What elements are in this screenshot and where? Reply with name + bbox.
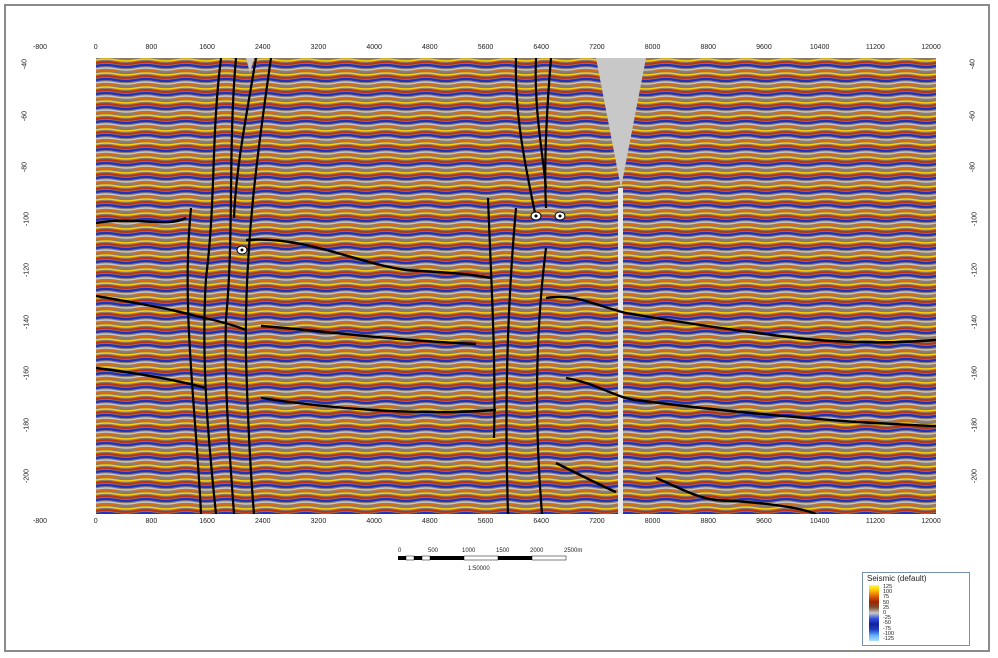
tick-label: 12000	[921, 44, 941, 51]
tick-label: 2400	[254, 518, 271, 525]
scale-label: 500	[428, 548, 439, 554]
tick-label: 9600	[756, 44, 772, 51]
tick-label: 8000	[644, 518, 661, 525]
legend-label: -100	[883, 630, 895, 637]
well-marker-icon[interactable]	[530, 211, 542, 221]
tick-label: 11200	[865, 44, 885, 51]
tick-label: 2400	[254, 44, 271, 51]
legend-label: -75	[883, 625, 891, 632]
scale-bar-graphic	[398, 555, 567, 561]
tick-label: -120	[971, 262, 979, 278]
legend-title: Seismic (default)	[867, 574, 927, 583]
tick-label: 5600	[477, 44, 494, 51]
tick-label: -60	[21, 110, 29, 121]
legend-label: 0	[883, 610, 887, 616]
tick-label: 6400	[533, 518, 549, 525]
tick-label: -100	[971, 211, 979, 226]
tick-label: 8800	[700, 44, 717, 51]
tick-label: -40	[21, 58, 29, 70]
tick-label: 11200	[865, 518, 885, 525]
tick-label: -80	[969, 161, 977, 173]
legend-label: -125	[883, 636, 895, 642]
tick-label: 3200	[310, 44, 327, 51]
scale-bar: 0 500 1000 1500 2000 2500m 1:50000	[398, 548, 582, 578]
tick-label: 12000	[921, 518, 941, 525]
scale-label: 2500m	[564, 548, 583, 554]
seismic-background	[96, 58, 936, 514]
tick-label: 10400	[809, 44, 830, 51]
tick-label: 1600	[199, 44, 215, 51]
well-marker-icon[interactable]	[236, 245, 248, 255]
data-gap-wedge	[596, 58, 646, 188]
tick-label: -60	[969, 110, 977, 121]
legend-label: 75	[883, 594, 890, 601]
legend-label: -50	[883, 620, 891, 627]
tick-label: -200	[971, 468, 979, 484]
tick-label: 3200	[310, 518, 327, 525]
tick-label: 800	[145, 44, 158, 51]
scale-label: 0	[398, 548, 402, 554]
color-legend: Seismic (default) 125 100 75 50 25 0 -25 -50 -75…	[862, 572, 970, 646]
legend-label: 25	[883, 604, 890, 611]
tick-label: 9600	[756, 518, 772, 525]
tick-label: 4800	[422, 44, 438, 51]
data-gap-small	[246, 58, 254, 73]
tick-label: 10400	[809, 518, 830, 525]
data-gap-line	[618, 188, 623, 514]
tick-label: -100	[23, 211, 31, 226]
tick-label: 5600	[477, 518, 494, 525]
tick-label: 6400	[533, 44, 549, 51]
tick-label: 4000	[366, 518, 382, 525]
legend-label: 50	[883, 599, 890, 606]
tick-label: -80	[21, 161, 29, 173]
legend-label: -25	[883, 615, 891, 622]
tick-label: -180	[23, 417, 31, 432]
seismic-section[interactable]	[96, 58, 936, 514]
horizon-lines	[96, 216, 936, 514]
tick-label: -140	[971, 314, 979, 329]
tick-label: -160	[23, 365, 31, 381]
scale-label: 2000	[530, 548, 544, 554]
tick-label: 800	[145, 518, 158, 525]
legend-label: 100	[883, 589, 893, 596]
tick-label: 4000	[366, 44, 382, 51]
tick-label: -140	[23, 314, 31, 329]
well-marker-icon[interactable]	[554, 211, 566, 221]
legend-color-bar	[869, 585, 879, 641]
tick-label: -800	[32, 518, 48, 525]
tick-label: 8800	[700, 518, 717, 525]
tick-label: -160	[971, 365, 979, 381]
tick-label: -40	[969, 58, 977, 70]
tick-label: -200	[23, 468, 31, 484]
tick-label: 7200	[589, 44, 605, 51]
tick-label: 0	[93, 44, 98, 51]
scale-label: 1500	[496, 548, 510, 554]
scale-ratio: 1:50000	[468, 566, 490, 572]
fault-lines	[186, 58, 553, 514]
tick-label: 1600	[199, 518, 215, 525]
tick-label: 7200	[589, 518, 605, 525]
scale-label: 1000	[462, 548, 476, 554]
legend-label: 125	[883, 584, 893, 590]
tick-label: 8000	[644, 44, 661, 51]
tick-label: 4800	[422, 518, 438, 525]
tick-label: -800	[32, 44, 48, 51]
tick-label: 0	[93, 518, 98, 525]
tick-label: -120	[23, 262, 31, 278]
tick-label: -180	[971, 417, 979, 432]
